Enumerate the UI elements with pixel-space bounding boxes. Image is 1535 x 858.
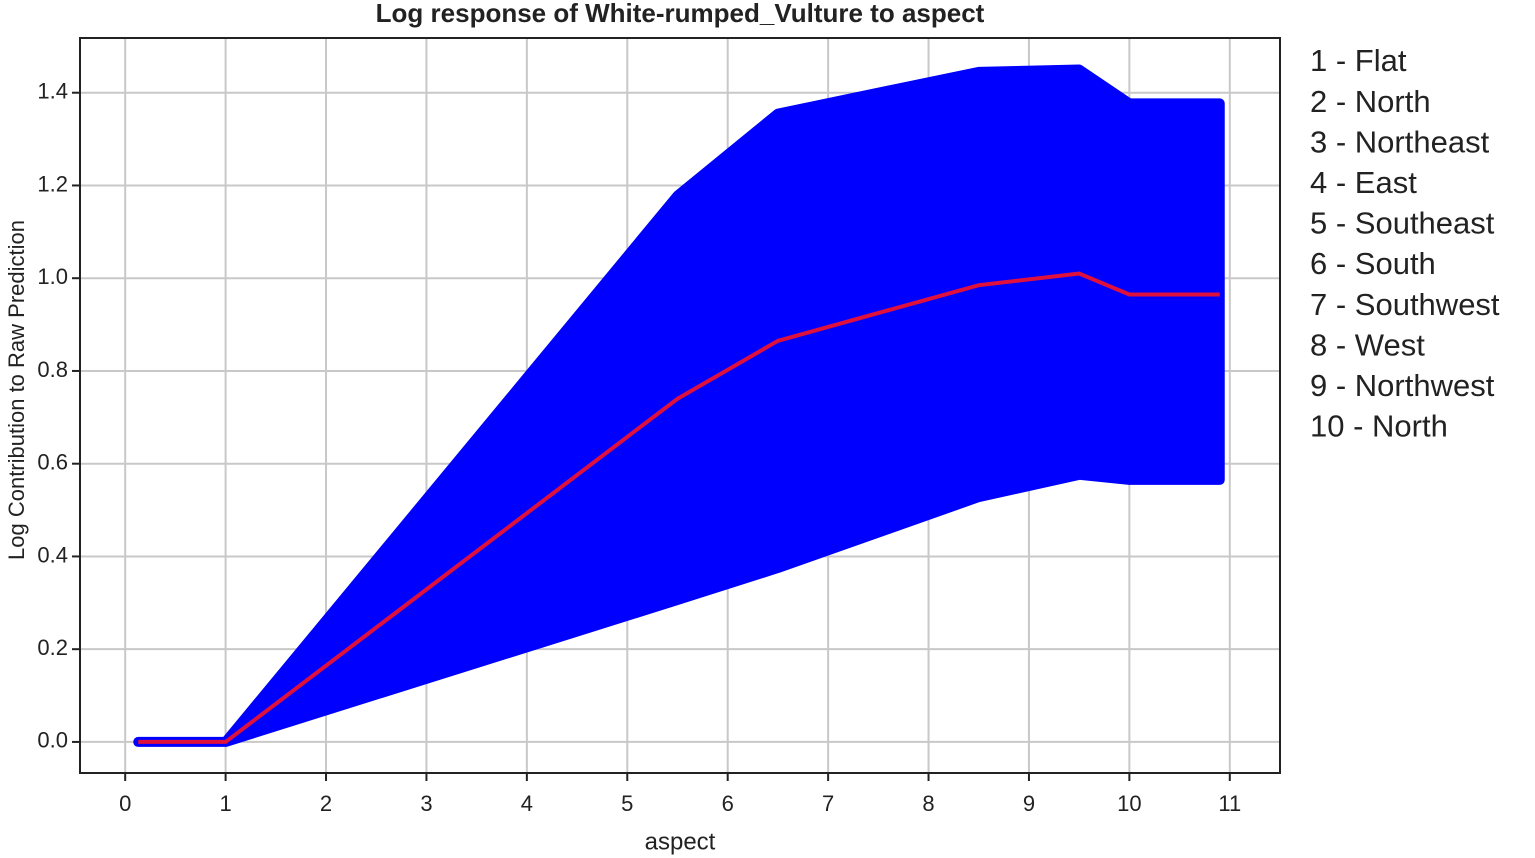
x-tick-label: 3 bbox=[420, 791, 432, 816]
legend-annotation: 6 - South bbox=[1310, 246, 1436, 281]
plot-frame bbox=[79, 37, 1281, 774]
y-tick-label: 0.4 bbox=[37, 542, 68, 567]
legend-annotation: 3 - Northeast bbox=[1310, 124, 1490, 159]
y-tick-label: 0.0 bbox=[37, 728, 68, 753]
x-tick-label: 6 bbox=[722, 791, 734, 816]
x-tick-label: 2 bbox=[320, 791, 332, 816]
y-tick-label: 1.0 bbox=[37, 264, 68, 289]
legend-annotation: 8 - West bbox=[1310, 327, 1425, 362]
legend-annotation: 4 - East bbox=[1310, 165, 1417, 200]
chart-title: Log response of White-rumped_Vulture to … bbox=[376, 0, 985, 28]
response-line bbox=[138, 271, 1220, 744]
y-tick-label: 0.2 bbox=[37, 635, 68, 660]
legend-annotation: 5 - Southeast bbox=[1310, 206, 1495, 241]
legend-annotation: 2 - North bbox=[1310, 84, 1431, 119]
x-tick-label: 5 bbox=[621, 791, 633, 816]
y-axis-label: Log Contribution to Raw Prediction bbox=[4, 220, 29, 560]
legend-annotation: 1 - Flat bbox=[1310, 43, 1407, 78]
y-tick-label: 0.6 bbox=[37, 450, 68, 475]
x-tick-label: 9 bbox=[1023, 791, 1035, 816]
y-tick-label: 1.2 bbox=[37, 171, 68, 196]
x-tick-label: 4 bbox=[521, 791, 533, 816]
x-tick-label: 10 bbox=[1117, 791, 1141, 816]
x-tick-label: 11 bbox=[1218, 791, 1241, 816]
x-tick-label: 1 bbox=[219, 791, 231, 816]
y-tick-label: 0.8 bbox=[37, 357, 68, 382]
x-tick-label: 8 bbox=[922, 791, 934, 816]
legend-annotation: 9 - Northwest bbox=[1310, 368, 1495, 403]
x-tick-label: 0 bbox=[119, 791, 131, 816]
confidence-band bbox=[133, 64, 1225, 747]
x-axis-label: aspect bbox=[645, 828, 716, 855]
y-tick-label: 1.4 bbox=[37, 79, 68, 104]
legend-annotation: 7 - Southwest bbox=[1310, 287, 1500, 322]
x-tick-label: 7 bbox=[822, 791, 834, 816]
legend-annotation: 10 - North bbox=[1310, 409, 1448, 444]
